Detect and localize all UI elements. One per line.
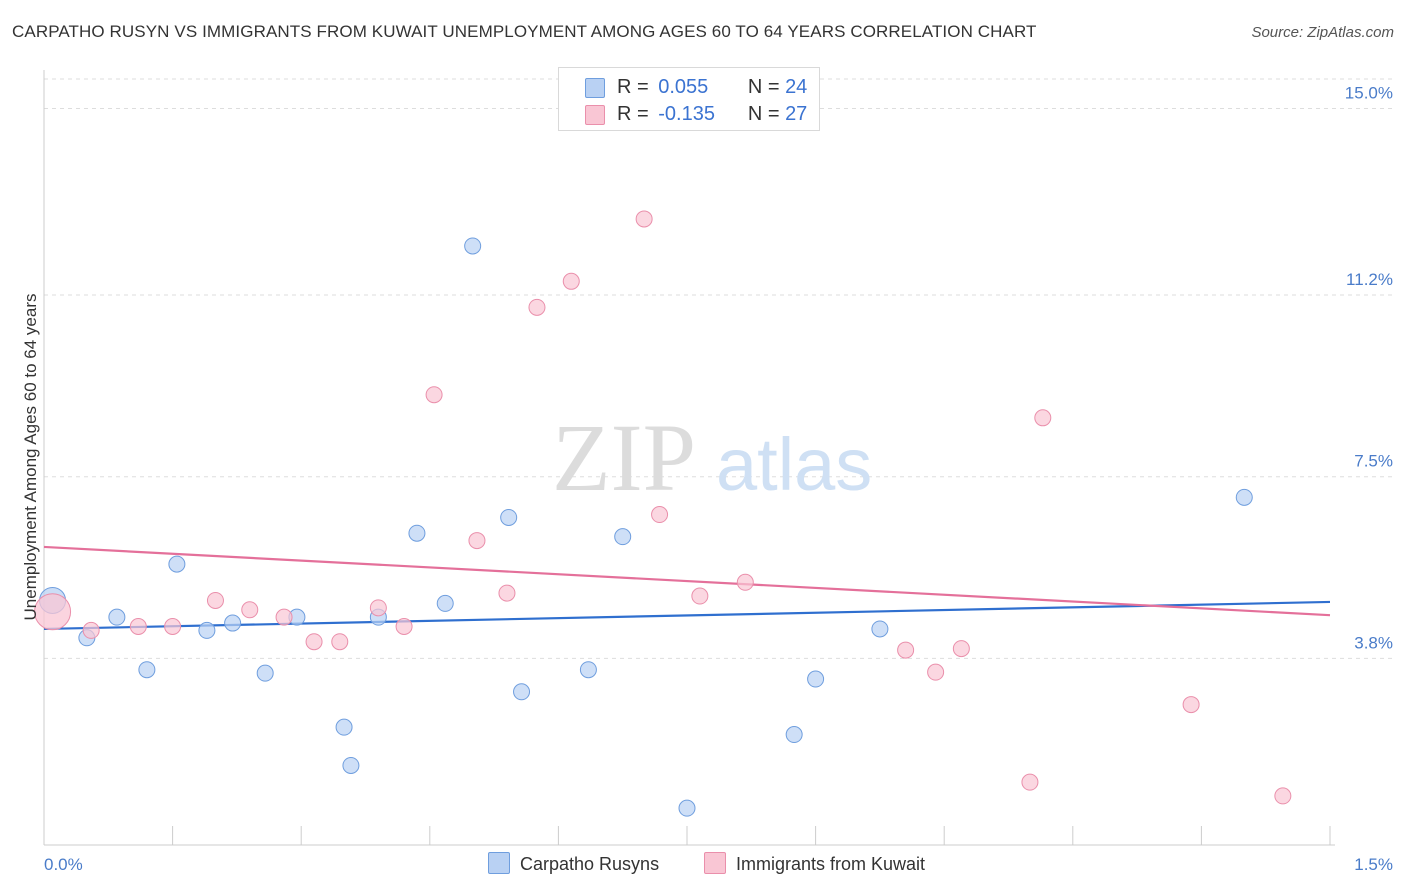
kuwait-swatch <box>585 105 605 125</box>
legend-item-carpatho[interactable]: Carpatho Rusyns <box>488 852 659 876</box>
y-tick-labels: 3.8% 7.5% 11.2% 15.0% <box>1345 83 1393 652</box>
watermark: ZIP atlas <box>552 404 872 511</box>
carpatho-point[interactable] <box>168 555 186 573</box>
n-label: N = <box>747 76 780 98</box>
kuwait-point[interactable] <box>927 663 945 681</box>
carpatho-point[interactable] <box>807 670 825 688</box>
kuwait-point[interactable] <box>241 601 259 619</box>
kuwait-point[interactable] <box>897 641 915 659</box>
carpatho-point[interactable] <box>108 608 126 626</box>
kuwait-legend-label: Immigrants from Kuwait <box>736 854 926 874</box>
carpatho-point[interactable] <box>579 661 597 679</box>
carpatho-point[interactable] <box>224 614 242 632</box>
kuwait-point[interactable] <box>635 210 653 228</box>
kuwait-point[interactable] <box>736 573 754 591</box>
kuwait-point[interactable] <box>1021 773 1039 791</box>
carpatho-point[interactable] <box>256 664 274 682</box>
data-points <box>34 210 1292 817</box>
kuwait-point[interactable] <box>562 272 580 290</box>
carpatho-point[interactable] <box>342 756 360 774</box>
r-label: R = <box>617 76 649 98</box>
source-label: Source: ZipAtlas.com <box>1251 24 1394 41</box>
kuwait-point[interactable] <box>164 617 182 635</box>
carpatho-point[interactable] <box>464 237 482 255</box>
carpatho-point[interactable] <box>513 683 531 701</box>
kuwait-point[interactable] <box>395 617 413 635</box>
kuwait-point[interactable] <box>528 298 546 316</box>
kuwait-point[interactable] <box>34 593 72 631</box>
carpatho-point[interactable] <box>500 508 518 526</box>
kuwait-r-value: -0.135 <box>658 103 715 125</box>
carpatho-n-value: 24 <box>785 76 808 98</box>
kuwait-point[interactable] <box>305 633 323 651</box>
y-tick-label: 15.0% <box>1345 83 1393 102</box>
kuwait-point[interactable] <box>691 587 709 605</box>
kuwait-point[interactable] <box>425 386 443 404</box>
trend-lines <box>43 545 1331 631</box>
kuwait-point[interactable] <box>275 608 293 626</box>
kuwait-n-value: 27 <box>785 103 808 125</box>
y-tick-label: 7.5% <box>1354 452 1393 471</box>
legend-item-kuwait[interactable]: Immigrants from Kuwait <box>704 852 925 876</box>
trend-line-carpatho <box>43 600 1331 631</box>
stats-legend: R = 0.055 N = 24 R = -0.135 N = 27 <box>558 67 820 131</box>
y-tick-label: 3.8% <box>1354 633 1393 652</box>
carpatho-point[interactable] <box>335 718 353 736</box>
kuwait-point[interactable] <box>468 532 486 550</box>
carpatho-point[interactable] <box>785 726 803 744</box>
kuwait-point[interactable] <box>129 617 147 635</box>
kuwait-point[interactable] <box>1034 409 1052 427</box>
y-tick-label: 11.2% <box>1346 270 1393 289</box>
kuwait-point[interactable] <box>1182 696 1200 714</box>
kuwait-point[interactable] <box>952 640 970 658</box>
kuwait-point[interactable] <box>498 584 516 602</box>
trend-line-kuwait <box>43 545 1331 617</box>
n-label: N = <box>747 103 780 125</box>
kuwait-point[interactable] <box>1274 787 1292 805</box>
x-tick-label-min: 0.0% <box>44 855 83 874</box>
carpatho-swatch <box>585 78 605 98</box>
carpatho-point[interactable] <box>198 621 216 639</box>
carpatho-legend-swatch <box>488 852 510 874</box>
x-tick-label-max: 1.5% <box>1354 855 1393 874</box>
carpatho-point[interactable] <box>1235 488 1253 506</box>
carpatho-legend-label: Carpatho Rusyns <box>520 854 660 874</box>
chart-title: CARPATHO RUSYN VS IMMIGRANTS FROM KUWAIT… <box>12 22 1037 41</box>
watermark-atlas: atlas <box>716 423 872 506</box>
y-axis-title: Unemployment Among Ages 60 to 64 years <box>21 294 40 621</box>
carpatho-point[interactable] <box>678 799 696 817</box>
x-ticks <box>172 826 1331 845</box>
carpatho-r-value: 0.055 <box>658 76 709 98</box>
gridlines <box>44 78 1392 659</box>
r-label: R = <box>617 103 649 125</box>
carpatho-point[interactable] <box>871 620 889 638</box>
carpatho-point[interactable] <box>436 594 454 612</box>
carpatho-point[interactable] <box>614 528 632 546</box>
carpatho-point[interactable] <box>408 524 426 542</box>
kuwait-point[interactable] <box>331 633 349 651</box>
axes <box>43 70 1335 846</box>
carpatho-point[interactable] <box>138 661 156 679</box>
kuwait-point[interactable] <box>369 599 387 617</box>
kuwait-point[interactable] <box>206 591 224 609</box>
kuwait-point[interactable] <box>82 621 100 639</box>
kuwait-point[interactable] <box>651 506 669 524</box>
watermark-zip: ZIP <box>552 404 696 511</box>
kuwait-legend-swatch <box>704 852 726 874</box>
